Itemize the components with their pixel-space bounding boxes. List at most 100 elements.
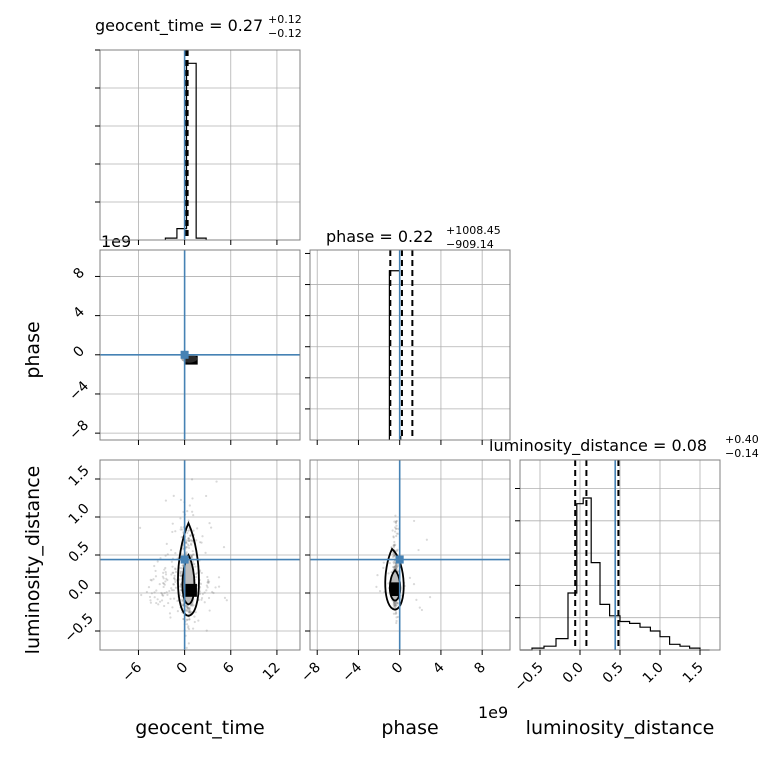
scatter-ld-geocent-sample bbox=[140, 593, 143, 597]
scatter-ld-geocent-sample bbox=[156, 598, 159, 601]
scatter-ld-geocent-sample bbox=[201, 535, 204, 538]
scatter-ld-geocent-sample bbox=[185, 609, 188, 612]
scatter-ld-phase-sample bbox=[382, 566, 385, 569]
scatter-ld-geocent-sample bbox=[158, 600, 162, 603]
scatter-ld-phase-sample bbox=[392, 600, 395, 604]
scatter-ld-phase-xtick-label-3: 4 bbox=[430, 659, 448, 677]
scatter-ld-geocent-sample bbox=[190, 556, 193, 559]
scatter-ld-phase-sample bbox=[396, 548, 399, 551]
scatter-ld-phase-density-core bbox=[390, 582, 400, 597]
scatter-ld-phase-sample bbox=[393, 540, 396, 544]
scatter-ld-phase-sample bbox=[394, 563, 398, 567]
scatter-ld-phase-sample bbox=[393, 604, 397, 607]
scatter-ld-geocent-sample bbox=[190, 539, 193, 543]
scatter-ld-geocent-sample bbox=[191, 550, 194, 553]
scatter-ld-geocent-sample bbox=[207, 578, 210, 582]
scatter-ld-phase-sample bbox=[396, 601, 399, 604]
scatter-ld-geocent-sample bbox=[185, 551, 188, 554]
scatter-ld-phase-sample bbox=[395, 616, 398, 619]
scatter-ld-geocent-sample bbox=[179, 528, 182, 531]
scatter-ld-geocent-sample bbox=[162, 594, 165, 597]
scatter-ld-geocent-sample bbox=[164, 573, 168, 576]
scatter-ld-geocent-sample bbox=[187, 642, 190, 645]
scatter-ld-geocent-sample bbox=[164, 566, 167, 570]
scatter-ld-geocent-sample bbox=[153, 591, 156, 594]
scatter-ld-geocent-sample bbox=[199, 582, 203, 586]
scatter-ld-geocent-sample bbox=[211, 590, 214, 594]
scatter-ld-phase-sample bbox=[393, 520, 396, 523]
scatter-ld-geocent-sample bbox=[180, 526, 183, 529]
scatter-ld-geocent-sample bbox=[173, 577, 176, 580]
scatter-ld-geocent-sample bbox=[148, 595, 152, 599]
scatter-ld-geocent-sample bbox=[179, 566, 182, 569]
scatter-ld-phase-sample bbox=[392, 544, 395, 547]
scatter-ld-phase-sample bbox=[393, 526, 397, 529]
scatter-ld-geocent-sample bbox=[181, 600, 184, 603]
scatter-ld-geocent-sample bbox=[163, 604, 166, 608]
scatter-ld-geocent-sample bbox=[191, 603, 194, 606]
scatter-ld-phase-sample bbox=[393, 544, 396, 547]
scatter-ld-geocent-contour-outer bbox=[177, 520, 200, 617]
scatter-ld-geocent-sample bbox=[223, 596, 227, 599]
scatter-ld-phase-sample bbox=[394, 602, 397, 606]
scatter-ld-geocent-sample bbox=[185, 623, 189, 626]
scatter-ld-geocent-sample bbox=[200, 541, 203, 544]
scatter-ld-geocent-sample bbox=[197, 619, 200, 622]
scatter-ld-phase-xtick-label-1: −4 bbox=[339, 659, 365, 685]
scatter-ld-geocent-sample bbox=[149, 599, 152, 602]
scatter-ld-geocent-sample bbox=[155, 589, 158, 592]
scatter-ld-geocent-sample bbox=[205, 589, 208, 592]
scatter-ld-geocent-sample bbox=[157, 603, 160, 606]
scatter-ld-geocent-sample bbox=[187, 529, 190, 532]
scatter-ld-geocent-sample bbox=[174, 586, 178, 589]
scatter-ld-geocent-sample bbox=[179, 498, 183, 501]
scatter-ld-geocent-sample bbox=[189, 603, 193, 607]
scatter-ld-geocent-sample bbox=[181, 604, 184, 607]
scatter-ld-phase-sample bbox=[392, 536, 395, 539]
scatter-ld-geocent-sample bbox=[149, 578, 152, 581]
scatter-ld-geocent-sample bbox=[160, 599, 164, 602]
scatter-ld-geocent-sample bbox=[191, 560, 195, 563]
scatter-ld-geocent-sample bbox=[162, 585, 165, 589]
scatter-ld-geocent-sample bbox=[195, 572, 198, 576]
scatter-ld-phase-sample bbox=[391, 555, 395, 558]
scatter-ld-geocent-sample bbox=[149, 601, 152, 604]
scatter-ld-phase-sample bbox=[394, 601, 397, 604]
scatter-ld-phase-sample bbox=[393, 604, 397, 607]
scatter-ld-phase-samples-group bbox=[375, 514, 432, 625]
scatter-ld-phase-sample bbox=[393, 554, 396, 557]
scatter-ld-geocent-sample bbox=[185, 604, 188, 607]
scatter-ld-geocent-sample bbox=[170, 587, 173, 590]
scatter-ld-phase-sample bbox=[392, 535, 395, 538]
scatter-ld-geocent-sample bbox=[156, 560, 159, 563]
scatter-ld-geocent-sample bbox=[164, 580, 167, 583]
hist-geocent-time-grid-group bbox=[100, 50, 300, 240]
scatter-ld-geocent-sample bbox=[162, 577, 165, 580]
scatter-ld-geocent-sample bbox=[206, 586, 209, 589]
scatter-ld-geocent-sample bbox=[199, 541, 202, 544]
scatter-ld-geocent-sample bbox=[189, 604, 192, 607]
scatter-ld-geocent-sample bbox=[187, 625, 190, 628]
scatter-ld-geocent-sample bbox=[164, 570, 167, 574]
ylabel-phase: phase bbox=[22, 321, 44, 378]
scatter-ld-geocent-sample bbox=[196, 571, 199, 574]
scatter-ld-geocent-sample bbox=[164, 554, 167, 557]
scatter-ld-phase-sample bbox=[396, 601, 399, 604]
scatter-ld-geocent-sample bbox=[169, 548, 173, 552]
scatter-ld-geocent-sample bbox=[187, 626, 190, 629]
scatter-ld-geocent-sample bbox=[172, 583, 176, 586]
scatter-ld-phase-sample bbox=[396, 569, 400, 572]
scatter-ld-geocent-sample bbox=[190, 556, 194, 559]
scatter-ld-geocent-sample bbox=[192, 553, 195, 556]
scatter-ld-geocent-sample bbox=[188, 539, 191, 543]
scatter-ld-phase-sample bbox=[393, 601, 396, 605]
hist-ld-xtick-label-3: 1.0 bbox=[640, 660, 667, 687]
scatter-ld-geocent-sample bbox=[193, 620, 196, 624]
scatter-ld-phase-sample bbox=[394, 605, 397, 608]
scatter-ld-geocent-sample bbox=[208, 609, 211, 612]
scatter-ld-geocent-sample bbox=[172, 571, 175, 574]
scatter-ld-phase-sample bbox=[394, 565, 397, 568]
scatter-ld-geocent-sample bbox=[189, 542, 193, 545]
scatter-ld-phase-xtick-label-0: −8 bbox=[298, 660, 324, 686]
